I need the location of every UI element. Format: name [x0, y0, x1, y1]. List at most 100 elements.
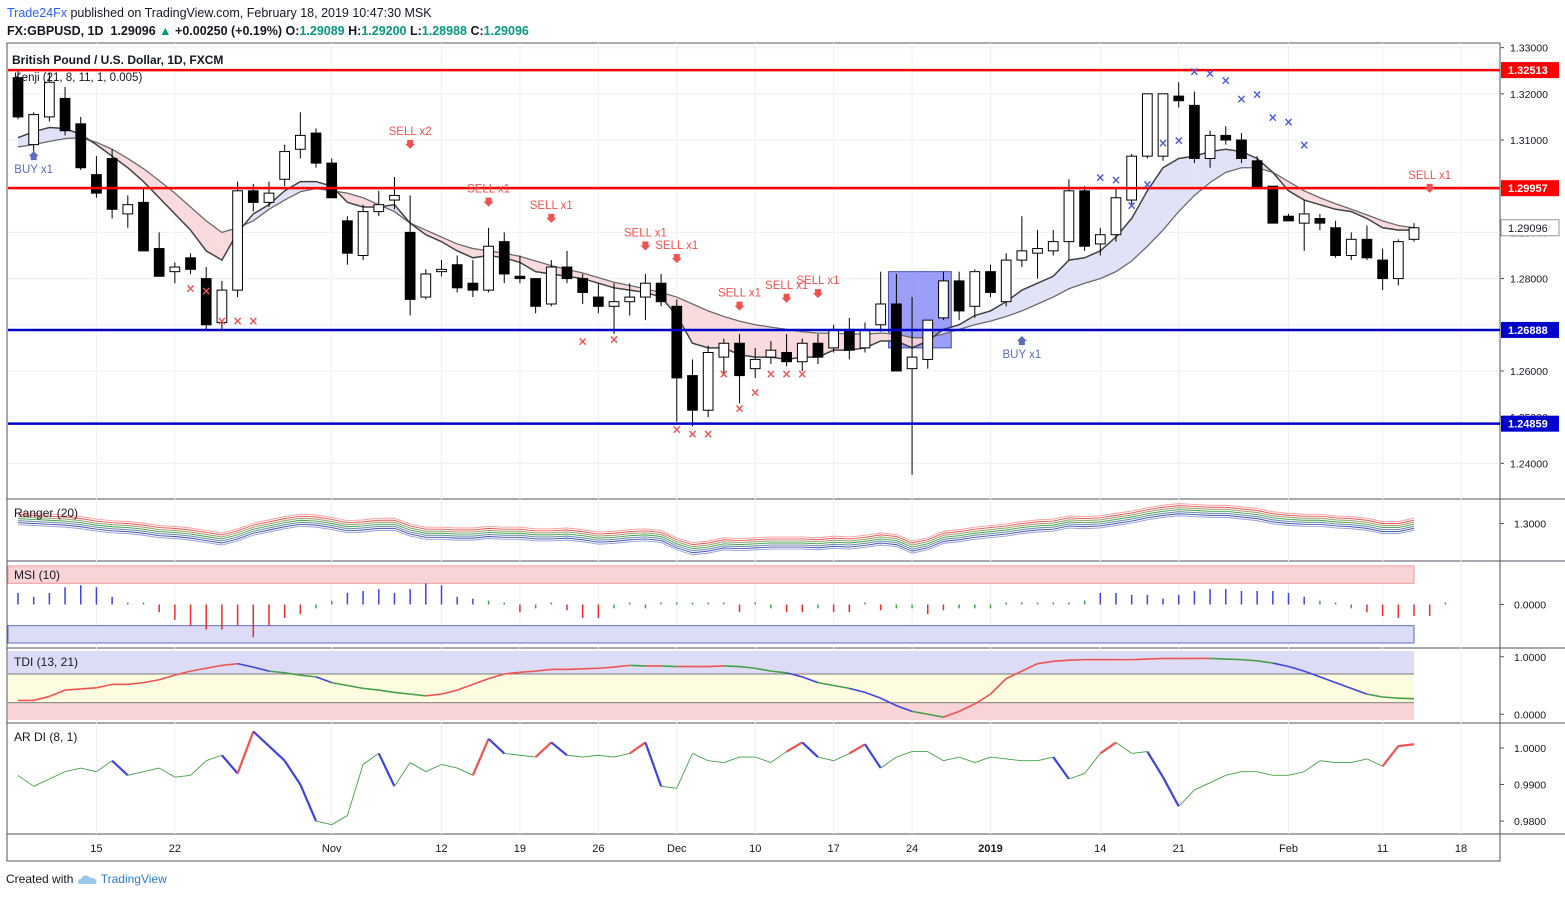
candle-bull[interactable] [1126, 155, 1138, 201]
candle-bear[interactable] [91, 174, 102, 194]
candle-bull[interactable] [1392, 241, 1404, 280]
candle-bear[interactable] [1220, 134, 1232, 141]
candle-bear[interactable] [592, 296, 604, 307]
candle-bull[interactable] [796, 342, 808, 363]
candle-bear[interactable] [200, 278, 212, 326]
candle-bear[interactable] [1236, 139, 1247, 159]
publisher-link[interactable]: Trade24Fx [7, 6, 67, 20]
candle-bear[interactable] [1173, 95, 1185, 102]
candle-bull[interactable] [749, 358, 761, 370]
candle-bear[interactable] [153, 248, 165, 277]
candle-bull[interactable] [279, 151, 291, 180]
candle-bull[interactable] [357, 211, 369, 256]
candle-bear[interactable] [812, 342, 824, 358]
kenji-cloud-segment [331, 186, 348, 203]
candle-bull[interactable] [1094, 234, 1106, 245]
candle-bull[interactable] [702, 351, 714, 411]
candle-bear[interactable] [326, 162, 338, 199]
candle-bull[interactable] [608, 301, 620, 307]
candle-bull[interactable] [969, 271, 981, 307]
candle-bull[interactable] [875, 303, 887, 326]
candle-bear[interactable] [891, 303, 902, 372]
candle-bear[interactable] [310, 132, 322, 164]
candle-bull[interactable] [44, 81, 55, 118]
candle-bull[interactable] [373, 204, 385, 213]
candle-bear[interactable] [671, 305, 683, 379]
candle-bull[interactable] [1141, 93, 1153, 157]
candle-bear[interactable] [467, 282, 479, 291]
candle-bear[interactable] [561, 266, 573, 280]
candle-bear[interactable] [985, 271, 996, 293]
candle-bear[interactable] [1283, 215, 1294, 222]
tradingview-link[interactable]: TradingView [100, 872, 167, 886]
candle-bear[interactable] [514, 275, 526, 280]
candle-bull[interactable] [28, 114, 40, 146]
candle-bear[interactable] [75, 123, 87, 169]
candle-bear[interactable] [843, 328, 855, 351]
ranger-line-mid [17, 509, 1415, 550]
candle-bull[interactable] [1157, 93, 1169, 157]
candle-bull[interactable] [122, 204, 134, 215]
candle-bear[interactable] [247, 190, 259, 203]
candle-bull[interactable] [765, 349, 777, 358]
candle-bull[interactable] [640, 282, 651, 298]
candle-bull[interactable] [1408, 227, 1420, 240]
sell-x-marker: × [766, 367, 776, 381]
candle-bear[interactable] [12, 77, 24, 118]
candle-bear[interactable] [1361, 238, 1373, 259]
candle-bear[interactable] [498, 241, 510, 275]
candle-bear[interactable] [687, 375, 698, 411]
candle-bull[interactable] [922, 319, 934, 360]
candle-bear[interactable] [1189, 104, 1200, 159]
candle-bear[interactable] [781, 351, 792, 363]
candle-bull[interactable] [1063, 190, 1075, 243]
candle-bear[interactable] [1267, 185, 1279, 224]
candle-bull[interactable] [1047, 241, 1059, 252]
candle-bear[interactable] [451, 264, 463, 289]
candle-bull[interactable] [232, 190, 243, 291]
kenji-cloud-segment [1178, 156, 1195, 212]
candle-bull[interactable] [624, 296, 636, 303]
candle-bull[interactable] [1032, 248, 1043, 254]
candle-bear[interactable] [734, 342, 745, 377]
sell-arrow-icon [546, 213, 557, 223]
candle-bear[interactable] [577, 278, 589, 293]
candle-bull[interactable] [436, 268, 447, 273]
candle-bear[interactable] [185, 257, 196, 270]
candle-bear[interactable] [138, 201, 149, 252]
candle-bear[interactable] [106, 157, 118, 210]
candle-bull[interactable] [420, 273, 432, 298]
candle-bull[interactable] [294, 134, 306, 150]
candle-bull[interactable] [906, 356, 918, 370]
candle-bull[interactable] [1345, 238, 1357, 256]
candle-bear[interactable] [530, 278, 541, 307]
candle-bear[interactable] [953, 280, 965, 312]
candle-bear[interactable] [59, 97, 71, 132]
candle-bull[interactable] [1000, 259, 1012, 303]
candle-bear[interactable] [404, 231, 416, 300]
symbol-label[interactable]: FX:GBPUSD, 1D [7, 24, 104, 38]
candle-bull[interactable] [169, 266, 181, 273]
candle-bear[interactable] [1330, 227, 1341, 256]
candle-bear[interactable] [655, 282, 667, 303]
candle-bull[interactable] [1016, 250, 1028, 261]
candle-bull[interactable] [938, 280, 949, 319]
candle-bull[interactable] [1298, 213, 1310, 224]
candle-bull[interactable] [216, 289, 228, 323]
candle-bull[interactable] [263, 192, 275, 203]
candle-bull[interactable] [1110, 197, 1122, 236]
candle-bull[interactable] [859, 328, 871, 349]
candle-bear[interactable] [1377, 259, 1388, 280]
candle-bull[interactable] [389, 194, 400, 201]
candle-bear[interactable] [1079, 190, 1090, 247]
candle-bull[interactable] [828, 328, 840, 349]
candle-bull[interactable] [545, 266, 557, 305]
candle-bull[interactable] [718, 342, 730, 358]
candle-bear[interactable] [1314, 218, 1326, 224]
candle-bear[interactable] [1251, 160, 1263, 190]
candle-bull[interactable] [1204, 134, 1216, 159]
candle-bull[interactable] [483, 245, 494, 291]
tdi-line-segment [143, 678, 160, 684]
candle-bear[interactable] [342, 220, 353, 254]
